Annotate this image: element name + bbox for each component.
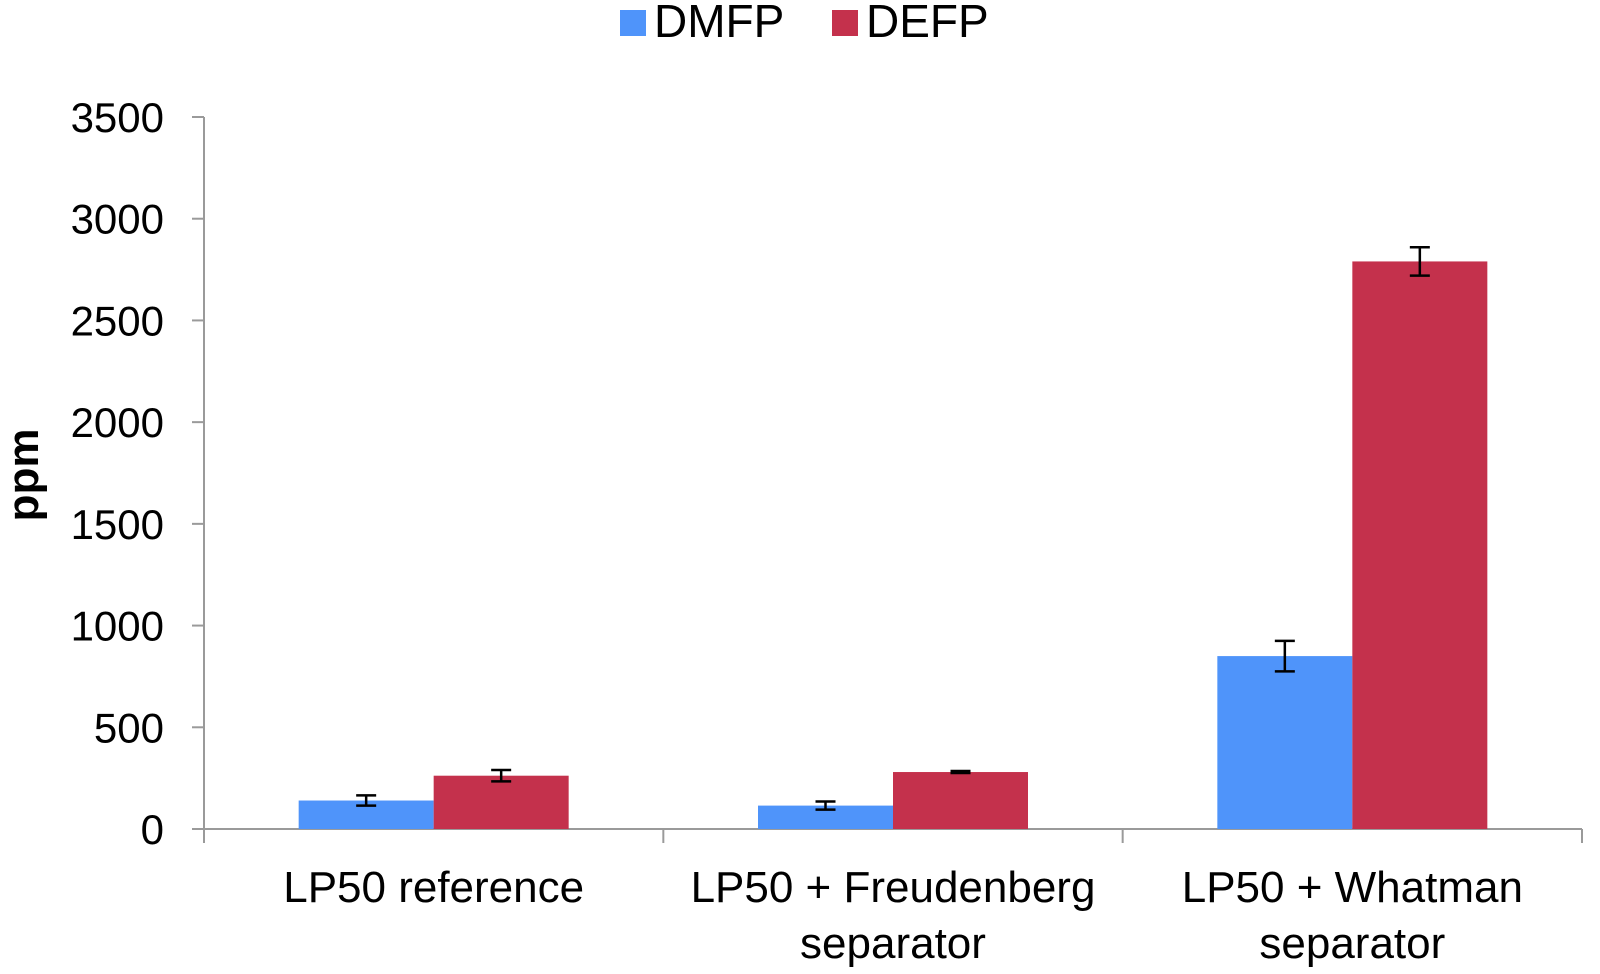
y-tick-label: 500	[94, 704, 164, 751]
x-category-label: separator	[800, 919, 986, 968]
error-bar-defp-1	[491, 768, 512, 783]
legend-swatch-defp	[832, 10, 858, 36]
error-bar-defp-3	[1409, 245, 1430, 277]
bar-defp-3	[1352, 261, 1488, 829]
y-tick-label: 0	[141, 806, 164, 853]
x-category-label: LP50 + Whatman	[1182, 863, 1523, 912]
y-axis-title: ppm	[0, 429, 48, 522]
bar-dmfp-3	[1217, 656, 1353, 829]
y-tick-label: 3000	[71, 196, 164, 243]
legend: DMFP DEFP	[620, 0, 989, 47]
x-category-label: LP50 reference	[283, 863, 584, 912]
x-category-label: LP50 + Freudenberg	[691, 863, 1096, 912]
legend-label-defp: DEFP	[866, 0, 989, 47]
y-tick-label: 3500	[71, 94, 164, 141]
error-bar-dmfp-1	[356, 794, 377, 807]
x-category-label: separator	[1259, 919, 1445, 968]
y-axis: 0 500 1000 1500 2000 2500 3000 3500	[71, 94, 205, 853]
error-bar-dmfp-2	[815, 800, 836, 811]
legend-swatch-dmfp	[620, 10, 646, 36]
legend-label-dmfp: DMFP	[654, 0, 784, 47]
y-tick-label: 2000	[71, 399, 164, 446]
bar-defp-1	[433, 775, 569, 829]
y-tick-label: 1000	[71, 603, 164, 650]
y-tick-label: 2500	[71, 297, 164, 344]
y-tick-label: 1500	[71, 501, 164, 548]
bars	[298, 245, 1488, 829]
bar-defp-2	[893, 772, 1028, 829]
error-bar-defp-2	[950, 769, 971, 775]
x-axis: LP50 reference LP50 + Freudenberg separato…	[203, 828, 1583, 968]
bar-dmfp-2	[758, 805, 893, 829]
error-bar-dmfp-3	[1274, 639, 1295, 673]
